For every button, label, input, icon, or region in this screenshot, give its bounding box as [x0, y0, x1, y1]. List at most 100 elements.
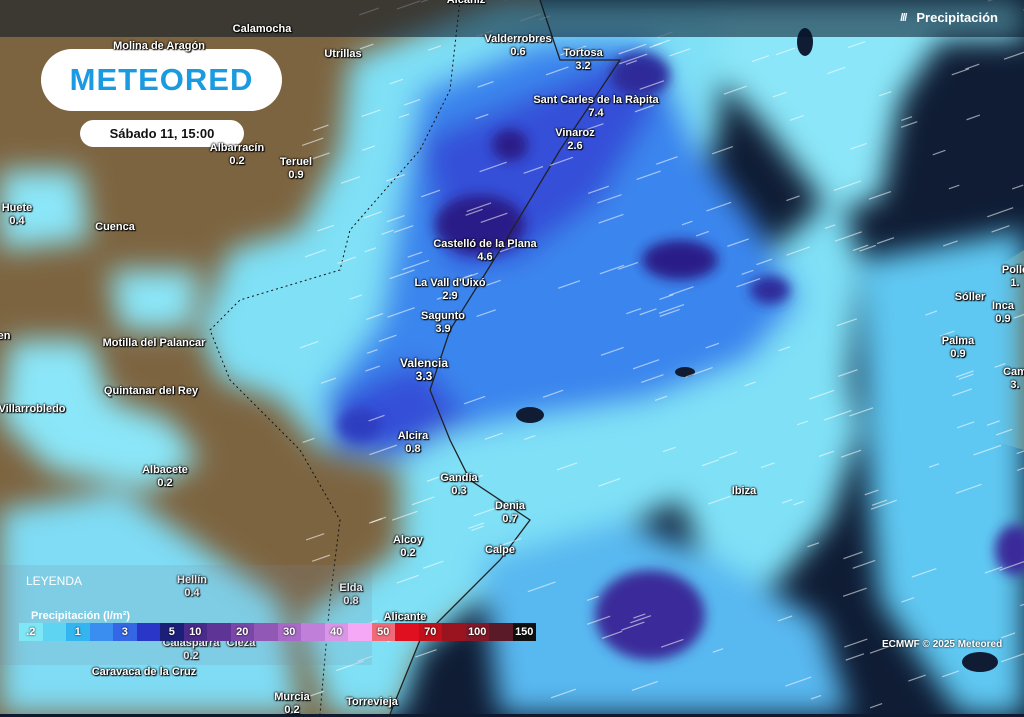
city-label: Sóller	[955, 291, 986, 304]
city-precip-value: 3.2	[563, 60, 603, 73]
city-precip-value: 0.9	[992, 313, 1014, 326]
city-label: Villarrobledo	[0, 403, 66, 416]
city-name: Alcira	[398, 430, 429, 443]
city-name: Torrevieja	[346, 696, 398, 709]
legend-swatch: 70	[419, 623, 443, 641]
layer-selector[interactable]: /// Precipitación	[900, 10, 998, 25]
city-name: Villarrobledo	[0, 403, 66, 416]
city-label: Torrevieja	[346, 696, 398, 709]
city-name: Utrillas	[324, 48, 361, 61]
layer-title: Precipitación	[916, 10, 998, 25]
legend-swatch: 1	[66, 623, 90, 641]
city-precip-value: 0.4	[2, 215, 33, 228]
legend-swatch: 40	[325, 623, 349, 641]
city-name: Alcañiz	[447, 0, 486, 7]
city-name: Denia	[495, 500, 525, 513]
city-label: Polle1.	[1002, 264, 1024, 290]
city-precip-value: 0.6	[484, 46, 551, 59]
credit: ECMWF © 2025 Meteored	[882, 639, 1002, 650]
legend-swatch	[348, 623, 372, 641]
city-name: Calpe	[485, 544, 515, 557]
city-precip-value: 3.	[1003, 379, 1024, 392]
city-label: Cuenca	[95, 221, 135, 234]
city-precip-value: 2.9	[414, 290, 485, 303]
city-precip-value: 0.9	[280, 169, 312, 182]
city-name: Molina de Aragón	[113, 40, 205, 53]
city-label: Calpe	[485, 544, 515, 557]
city-name: Caravaca de la Cruz	[92, 666, 197, 679]
city-precip-value: 0.9	[942, 348, 974, 361]
city-name: Sóller	[955, 291, 986, 304]
city-precip-value: 0.2	[210, 155, 264, 168]
meteored-logo[interactable]: METEORED	[41, 49, 282, 111]
legend-subtitle: Precipitación (l/m²)	[31, 610, 130, 622]
legend-swatch: 30	[278, 623, 302, 641]
city-name: Inca	[992, 300, 1014, 313]
legend-swatch: 150	[513, 623, 537, 641]
legend-swatch	[207, 623, 231, 641]
city-precip-value: 7.4	[533, 107, 658, 120]
city-label: Ibiza	[732, 485, 756, 498]
city-precip-value: 0.2	[274, 704, 309, 717]
legend-swatch: .2	[19, 623, 43, 641]
city-name: Sagunto	[421, 310, 465, 323]
city-label: en	[0, 330, 10, 343]
city-precip-value: 2.6	[555, 140, 595, 153]
city-name: Motilla del Palancar	[103, 337, 206, 350]
city-name: Gandía	[440, 472, 477, 485]
legend-swatch: 10	[184, 623, 208, 641]
legend-swatch	[442, 623, 466, 641]
legend-swatch: 100	[466, 623, 490, 641]
city-name: Quintanar del Rey	[104, 385, 198, 398]
legend-swatch: 3	[113, 623, 137, 641]
legend-swatch: 50	[372, 623, 396, 641]
legend-swatch: 20	[231, 623, 255, 641]
city-name: Castelló de la Plana	[433, 238, 536, 251]
city-precip-value: 0.8	[398, 443, 429, 456]
city-precip-value: 0.7	[495, 513, 525, 526]
city-precip-value: 0.3	[440, 485, 477, 498]
city-label: Alcañiz	[447, 0, 486, 7]
rain-icon: ///	[900, 12, 906, 24]
city-name: Sant Carles de la Ràpita	[533, 94, 658, 107]
city-name: Palma	[942, 335, 974, 348]
city-name: Huete	[2, 202, 33, 215]
city-precip-value: 3.3	[400, 370, 448, 383]
city-name: Cuenca	[95, 221, 135, 234]
city-label: Utrillas	[324, 48, 361, 61]
city-precip-value: 0.2	[393, 547, 423, 560]
city-label: Molina de Aragón	[113, 40, 205, 53]
legend-swatch	[254, 623, 278, 641]
legend-swatch	[90, 623, 114, 641]
city-name: Alcoy	[393, 534, 423, 547]
top-bar: /// Precipitación	[0, 0, 1024, 37]
city-name: Cam	[1003, 366, 1024, 379]
city-precip-value: 1.	[1002, 277, 1024, 290]
city-name: Murcia	[274, 691, 309, 704]
city-precip-value: 0.2	[142, 477, 188, 490]
city-name: Vinaroz	[555, 127, 595, 140]
city-name: Valderrobres	[484, 33, 551, 46]
city-name: Teruel	[280, 156, 312, 169]
legend-title: LEYENDA	[26, 574, 82, 588]
